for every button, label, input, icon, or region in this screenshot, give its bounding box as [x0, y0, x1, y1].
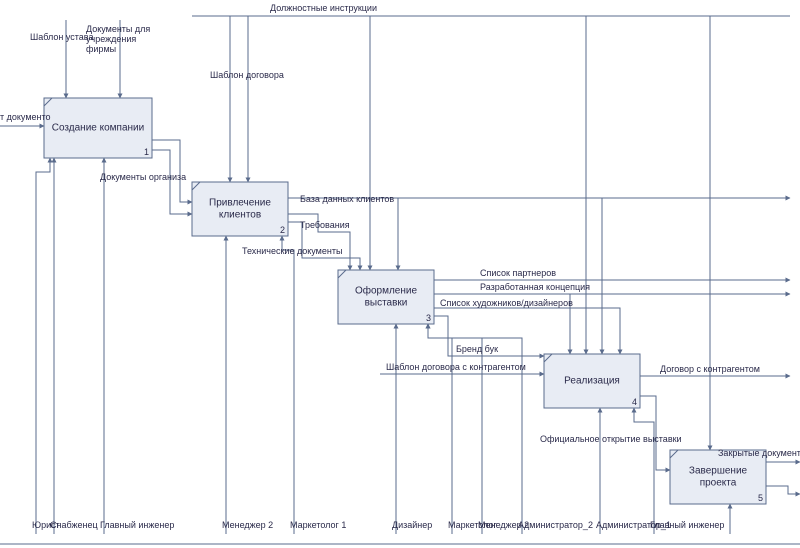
svg-text:5: 5 [758, 493, 763, 503]
svg-text:Разработанная концепция: Разработанная концепция [480, 282, 590, 292]
svg-text:База данных клиентов: База данных клиентов [300, 194, 394, 204]
svg-text:Главный инженер: Главный инженер [650, 520, 724, 530]
svg-text:Снабженец: Снабженец [50, 520, 98, 530]
svg-text:Реализация: Реализация [564, 376, 620, 387]
svg-text:Главный инженер: Главный инженер [100, 520, 174, 530]
svg-text:Список художников/дизайнеров: Список художников/дизайнеров [440, 298, 573, 308]
svg-text:клиентов: клиентов [219, 210, 261, 221]
svg-text:2: 2 [280, 225, 285, 235]
svg-text:Шаблон устава: Шаблон устава [30, 32, 93, 42]
svg-text:1: 1 [144, 147, 149, 157]
svg-text:Шаблон договора с контрагентом: Шаблон договора с контрагентом [386, 362, 526, 372]
svg-text:Требования: Требования [300, 220, 350, 230]
svg-text:т документо: т документо [0, 112, 51, 122]
svg-text:Завершение: Завершение [689, 466, 748, 477]
svg-text:Закрытые документ: Закрытые документ [718, 448, 800, 458]
process-node-2: Привлечениеклиентов 2 [192, 182, 288, 236]
svg-text:выставки: выставки [365, 298, 408, 309]
svg-text:Технические документы: Технические документы [242, 246, 342, 256]
svg-text:4: 4 [632, 397, 637, 407]
svg-text:Список партнеров: Список партнеров [480, 268, 556, 278]
svg-text:учреждения: учреждения [86, 34, 136, 44]
svg-text:Бренд бук: Бренд бук [456, 344, 498, 354]
process-node-4: Реализация 4 [544, 354, 640, 408]
process-node-3: Оформлениевыставки 3 [338, 270, 434, 324]
svg-text:Документы организа: Документы организа [100, 172, 186, 182]
svg-text:Менеджер 2: Менеджер 2 [222, 520, 273, 530]
svg-text:Официальное открытие выставки: Официальное открытие выставки [540, 434, 682, 444]
svg-text:Договор с контрагентом: Договор с контрагентом [660, 364, 760, 374]
svg-text:Документы для: Документы для [86, 24, 150, 34]
svg-text:Маркетолог 1: Маркетолог 1 [290, 520, 346, 530]
process-node-1: Создание компании 1 [44, 98, 152, 158]
svg-text:3: 3 [426, 313, 431, 323]
svg-text:Привлечение: Привлечение [209, 198, 271, 209]
svg-text:Создание компании: Создание компании [52, 123, 144, 134]
svg-text:Администратор_2: Администратор_2 [518, 520, 593, 530]
svg-text:Должностные инструкции: Должностные инструкции [270, 3, 377, 13]
idef0-diagram: Создание компании 1 Привлечениеклиентов 2 Оф… [0, 0, 800, 548]
svg-text:Оформление: Оформление [355, 285, 418, 297]
svg-text:Шаблон договора: Шаблон договора [210, 70, 284, 80]
svg-text:фирмы: фирмы [86, 44, 116, 54]
process-node-5: Завершениепроекта 5 [670, 450, 766, 504]
svg-text:проекта: проекта [700, 478, 737, 489]
svg-text:Дизайнер: Дизайнер [392, 520, 432, 530]
